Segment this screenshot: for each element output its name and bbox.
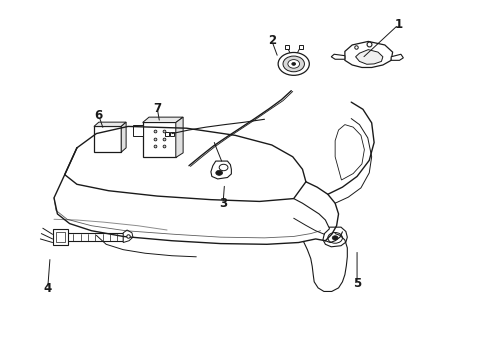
Polygon shape	[123, 230, 133, 243]
Text: 7: 7	[153, 102, 161, 115]
Circle shape	[216, 170, 222, 175]
Polygon shape	[345, 41, 392, 67]
Circle shape	[332, 236, 338, 240]
Polygon shape	[356, 50, 383, 64]
Polygon shape	[391, 54, 403, 60]
Bar	[162, 131, 171, 137]
Polygon shape	[211, 161, 231, 179]
Bar	[56, 232, 65, 242]
Polygon shape	[331, 54, 345, 59]
Polygon shape	[176, 117, 183, 157]
Bar	[143, 122, 176, 157]
Circle shape	[283, 56, 304, 72]
Polygon shape	[94, 122, 126, 126]
Text: 5: 5	[353, 277, 361, 290]
Polygon shape	[143, 117, 183, 122]
Circle shape	[292, 63, 295, 65]
Polygon shape	[323, 227, 347, 247]
Bar	[133, 125, 143, 136]
Text: 2: 2	[268, 34, 276, 47]
Circle shape	[278, 53, 309, 75]
Text: 6: 6	[95, 109, 103, 122]
Bar	[52, 229, 68, 245]
Bar	[94, 126, 121, 152]
Circle shape	[288, 60, 299, 68]
Text: 4: 4	[44, 283, 52, 296]
Text: 1: 1	[394, 18, 403, 31]
Bar	[67, 233, 123, 242]
Text: 3: 3	[219, 197, 227, 210]
Polygon shape	[121, 122, 126, 152]
